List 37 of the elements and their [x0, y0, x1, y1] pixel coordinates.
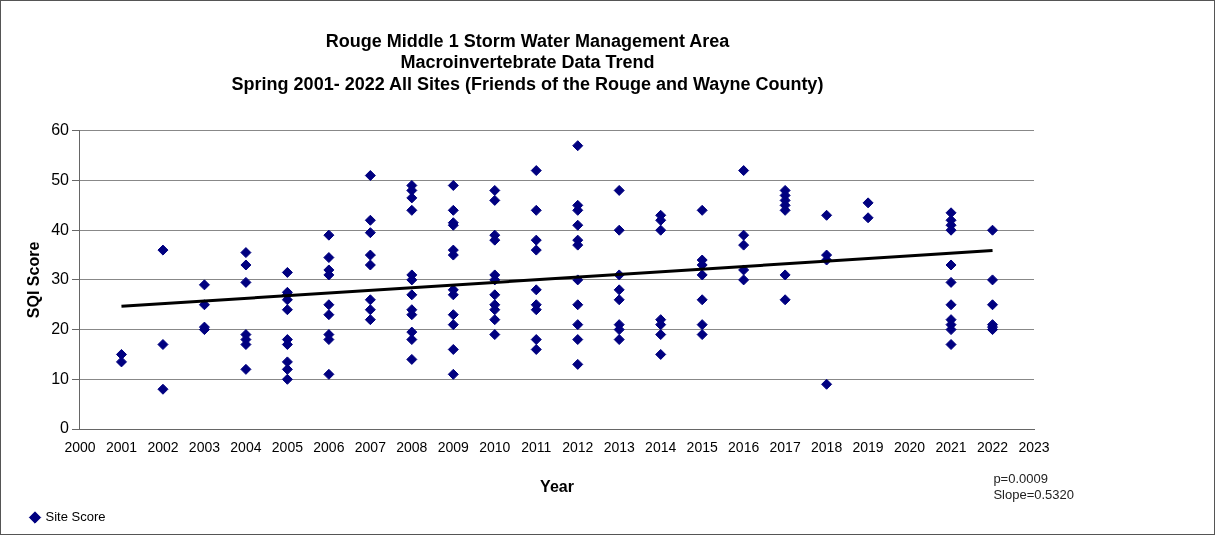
- y-tick-label: 0: [60, 419, 70, 437]
- chart-title: Rouge Middle 1 Storm Water Management Area Macroinvertebrate Data Trend Spring 2001- 2022 All Sites (Friends of the Rouge and Wayne County): [231, 30, 824, 94]
- x-tick-label: 2018: [811, 439, 843, 456]
- y-tick-label: 40: [51, 220, 70, 238]
- x-tick-label: 2007: [354, 439, 387, 456]
- y-tick-label: 30: [51, 270, 70, 288]
- x-tick-label: 2004: [230, 439, 262, 456]
- x-tick-label: 2001: [105, 439, 138, 456]
- x-tick-label: 2021: [935, 439, 967, 456]
- x-tick-label: 2022: [976, 439, 1009, 456]
- x-tick-label: 2010: [479, 439, 511, 456]
- x-tick-label: 2023: [1018, 439, 1050, 456]
- x-tick-label: 2000: [64, 439, 96, 456]
- legend-label: Site Score: [45, 509, 106, 525]
- x-tick-label: 2012: [562, 439, 594, 456]
- x-tick-label: 2005: [271, 439, 304, 456]
- text: p=0.0009: [993, 471, 1049, 487]
- x-tick-label: 2016: [728, 439, 760, 456]
- y-tick-label: 10: [51, 369, 70, 387]
- x-tick-label: 2003: [188, 439, 221, 456]
- x-axis-title: Year: [540, 477, 574, 495]
- x-tick-label: 2008: [396, 439, 428, 456]
- y-tick-label: 60: [51, 121, 70, 139]
- x-tick-label: 2015: [686, 439, 718, 456]
- x-tick-label: 2014: [645, 439, 677, 456]
- text: Slope=0.5320: [993, 487, 1074, 503]
- x-tick-label: 2009: [437, 439, 470, 456]
- x-tick-label: 2017: [769, 439, 801, 456]
- x-tick-label: 2019: [852, 439, 884, 456]
- x-tick-label: 2011: [521, 439, 552, 456]
- y-tick-label: 50: [51, 170, 70, 188]
- y-tick-label: 20: [51, 320, 70, 338]
- y-axis-title: SQI Score: [25, 241, 43, 319]
- x-tick-label: 2006: [313, 439, 345, 456]
- x-tick-label: 2020: [893, 439, 926, 456]
- x-tick-label: 2013: [603, 439, 635, 456]
- x-tick-label: 2002: [147, 439, 179, 456]
